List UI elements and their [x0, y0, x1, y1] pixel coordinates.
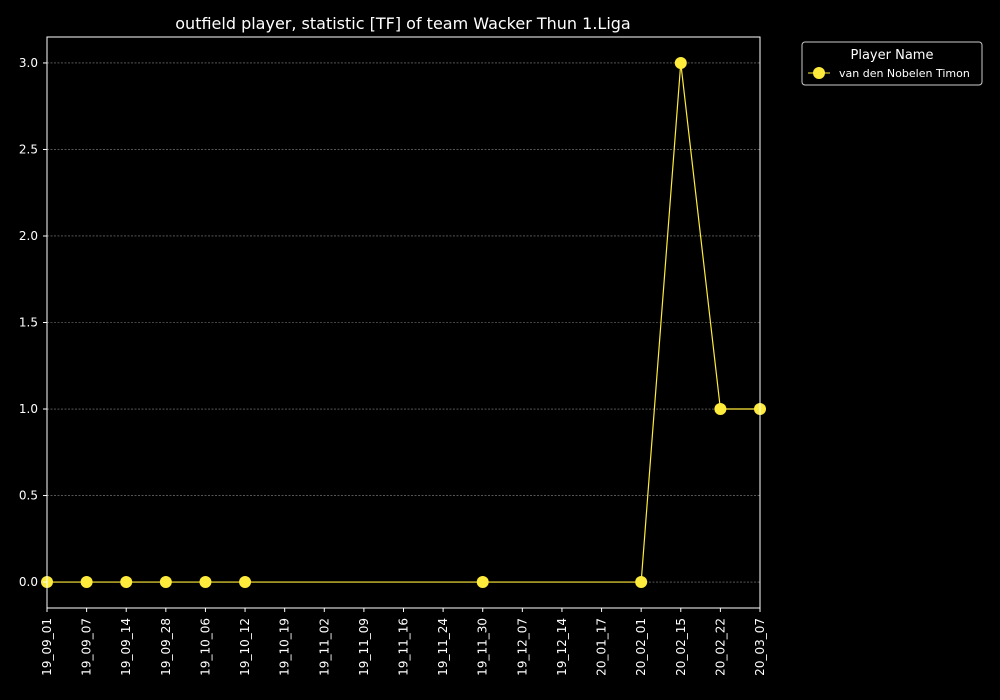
legend: Player Name van den Nobelen Timon [801, 41, 983, 86]
x-tick-label: 19_09_01 [40, 618, 54, 676]
x-tick-label: 20_02_15 [674, 618, 688, 676]
data-point [159, 576, 172, 589]
y-tick-label: 1.5 [19, 316, 38, 330]
legend-box [801, 41, 983, 86]
grid-lines [47, 62, 760, 583]
data-point [674, 56, 687, 69]
legend-marker [813, 67, 825, 79]
y-tick-label: 2.0 [19, 229, 38, 243]
x-tick-label: 20_01_17 [595, 618, 609, 676]
x-tick-label: 19_11_09 [357, 618, 371, 676]
data-point [476, 576, 489, 589]
x-tick-label: 20_02_01 [634, 618, 648, 676]
data-point [80, 576, 93, 589]
y-tick-label: 3.0 [19, 56, 38, 70]
y-tick-label: 2.5 [19, 142, 38, 156]
x-tick-label: 19_12_07 [515, 618, 529, 676]
y-axis: 0.0 0.5 1.0 1.5 2.0 2.5 3.0 [19, 56, 47, 589]
x-tick-label: 19_12_14 [555, 618, 569, 676]
x-tick-label: 19_09_07 [80, 618, 94, 676]
x-tick-label: 19_09_28 [159, 618, 173, 676]
y-tick-label: 0.5 [19, 489, 38, 503]
x-tick-label: 19_09_14 [119, 618, 133, 676]
legend-title: Player Name [851, 48, 934, 63]
chart-title: outfield player, statistic [TF] of team … [175, 14, 630, 33]
x-tick-label: 19_11_30 [476, 618, 490, 676]
legend-label: van den Nobelen Timon [839, 67, 970, 80]
x-tick-label: 19_10_12 [238, 618, 252, 676]
x-tick-label: 19_11_02 [317, 618, 331, 676]
series-layer [41, 56, 766, 589]
x-tick-label: 19_11_24 [436, 618, 450, 676]
y-tick-label: 0.0 [19, 575, 38, 589]
x-axis: 19_09_01 19_09_07 19_09_14 19_09_28 19_10_06… [40, 608, 767, 676]
x-tick-label: 19_11_16 [397, 618, 411, 676]
data-point [199, 576, 212, 589]
data-point [239, 576, 252, 589]
x-tick-label: 20_02_22 [713, 618, 727, 676]
x-tick-label: 20_03_07 [753, 618, 767, 676]
data-point [120, 576, 133, 589]
x-tick-label: 19_10_19 [278, 618, 292, 676]
data-point [635, 576, 648, 589]
x-tick-label: 19_10_06 [198, 618, 212, 676]
y-tick-label: 1.0 [19, 402, 38, 416]
data-point [714, 403, 727, 416]
